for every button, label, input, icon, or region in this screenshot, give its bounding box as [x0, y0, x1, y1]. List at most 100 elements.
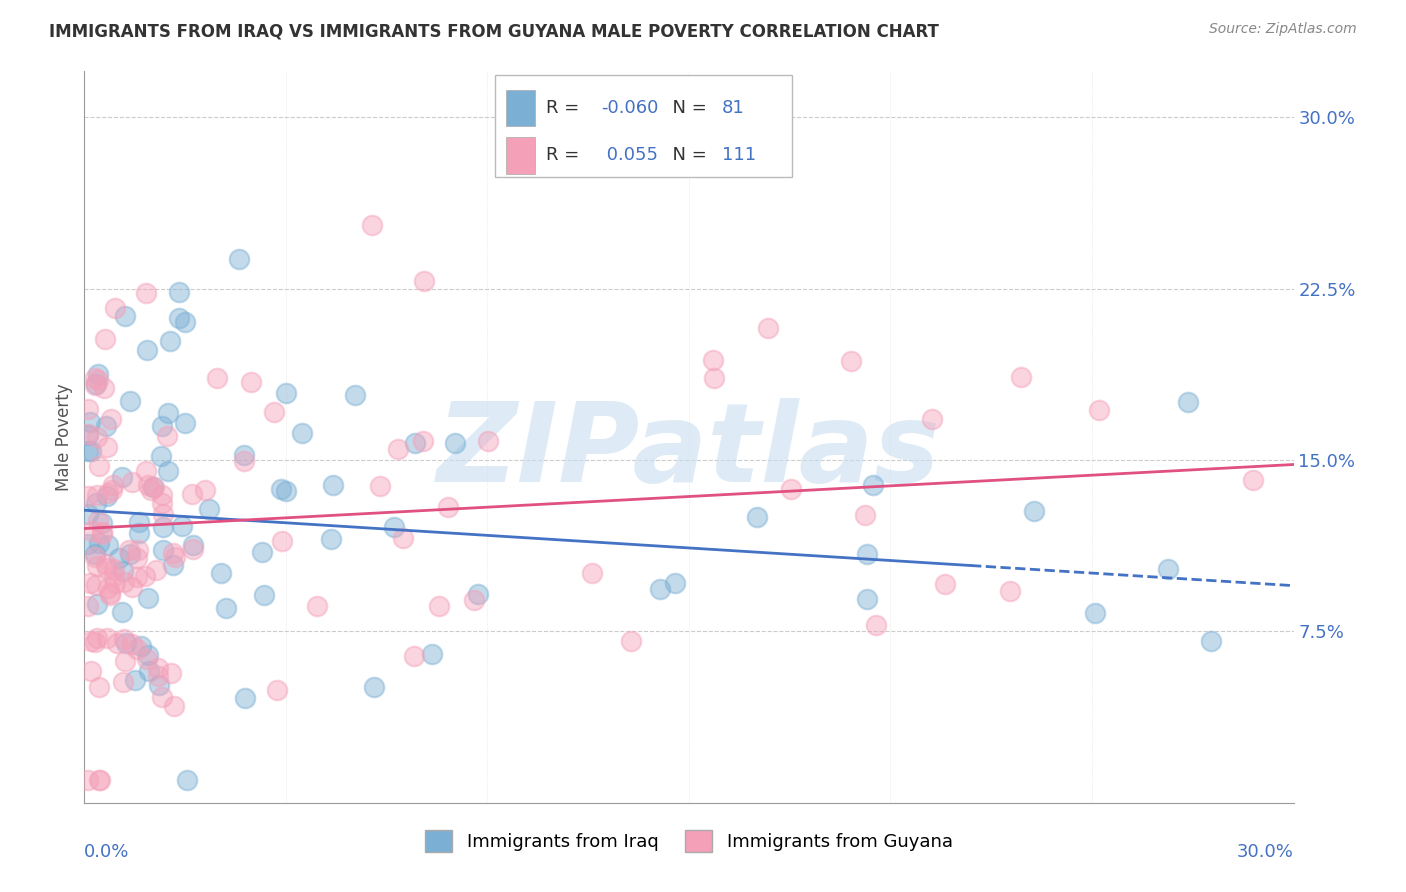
- Point: [181, 538, 204, 552]
- Text: Source: ZipAtlas.com: Source: ZipAtlas.com: [1209, 22, 1357, 37]
- Point: [135, 343, 157, 358]
- Point: [120, 547, 142, 561]
- Point: [96, 440, 118, 454]
- Point: [998, 584, 1021, 599]
- Text: N =: N =: [661, 99, 713, 117]
- Point: [239, 375, 262, 389]
- Point: [205, 371, 228, 385]
- Point: [103, 478, 125, 492]
- Point: [112, 632, 135, 646]
- Point: [780, 482, 803, 496]
- Point: [263, 405, 285, 419]
- Point: [276, 386, 298, 401]
- Point: [266, 683, 288, 698]
- Point: [107, 635, 129, 649]
- Point: [150, 690, 173, 704]
- Point: [148, 678, 170, 692]
- Point: [98, 588, 121, 602]
- FancyBboxPatch shape: [495, 75, 792, 178]
- Point: [146, 669, 169, 683]
- Point: [165, 549, 187, 564]
- Point: [467, 586, 489, 600]
- Point: [150, 418, 173, 433]
- Point: [404, 648, 426, 663]
- Point: [84, 496, 107, 510]
- Legend: Immigrants from Iraq, Immigrants from Guyana: Immigrants from Iraq, Immigrants from Gu…: [418, 823, 960, 860]
- Point: [118, 393, 141, 408]
- Point: [856, 547, 879, 561]
- Point: [135, 464, 157, 478]
- Point: [87, 368, 110, 382]
- Point: [181, 487, 204, 501]
- Point: [156, 406, 179, 420]
- Point: [108, 550, 131, 565]
- Point: [86, 632, 108, 646]
- Point: [162, 546, 184, 560]
- Point: [83, 371, 105, 385]
- Point: [150, 495, 173, 509]
- Point: [233, 453, 256, 467]
- Point: [97, 486, 120, 500]
- Point: [138, 591, 160, 605]
- Point: [87, 373, 110, 387]
- Point: [1157, 562, 1180, 576]
- Point: [91, 516, 114, 530]
- Point: [422, 647, 444, 661]
- Point: [121, 637, 143, 651]
- Point: [463, 592, 485, 607]
- Point: [77, 537, 100, 551]
- Point: [79, 664, 101, 678]
- Point: [112, 674, 135, 689]
- Point: [271, 533, 294, 548]
- Point: [305, 599, 328, 613]
- Point: [664, 576, 686, 591]
- Point: [413, 275, 436, 289]
- Point: [343, 388, 366, 402]
- Point: [93, 381, 115, 395]
- Point: [619, 634, 641, 648]
- Text: 0.0%: 0.0%: [84, 843, 129, 861]
- Point: [134, 569, 156, 583]
- Point: [84, 378, 107, 392]
- Point: [79, 575, 101, 590]
- Point: [150, 487, 173, 501]
- Point: [80, 633, 103, 648]
- Point: [173, 416, 195, 430]
- Point: [853, 508, 876, 523]
- Point: [841, 354, 863, 368]
- Point: [1088, 403, 1111, 417]
- Point: [112, 574, 135, 589]
- Point: [361, 218, 384, 232]
- Point: [176, 772, 198, 787]
- Point: [110, 605, 132, 619]
- Point: [138, 648, 160, 662]
- Point: [250, 545, 273, 559]
- Point: [167, 285, 190, 299]
- Point: [77, 427, 100, 442]
- Point: [83, 549, 105, 564]
- Point: [86, 597, 108, 611]
- Point: [77, 428, 100, 442]
- Point: [77, 772, 100, 787]
- Point: [253, 588, 276, 602]
- Point: [96, 489, 118, 503]
- Point: [1201, 633, 1223, 648]
- Point: [233, 690, 256, 705]
- Point: [118, 543, 141, 558]
- Point: [121, 580, 143, 594]
- Point: [82, 524, 104, 538]
- Point: [121, 475, 143, 489]
- Point: [477, 434, 499, 448]
- Point: [127, 551, 149, 566]
- Point: [79, 415, 101, 429]
- Point: [173, 315, 195, 329]
- Text: -0.060: -0.060: [600, 99, 658, 117]
- Point: [77, 599, 100, 614]
- Point: [934, 576, 956, 591]
- Point: [427, 599, 450, 613]
- Point: [194, 483, 217, 497]
- Point: [86, 559, 108, 574]
- Point: [89, 536, 111, 550]
- Point: [115, 636, 138, 650]
- Point: [94, 419, 117, 434]
